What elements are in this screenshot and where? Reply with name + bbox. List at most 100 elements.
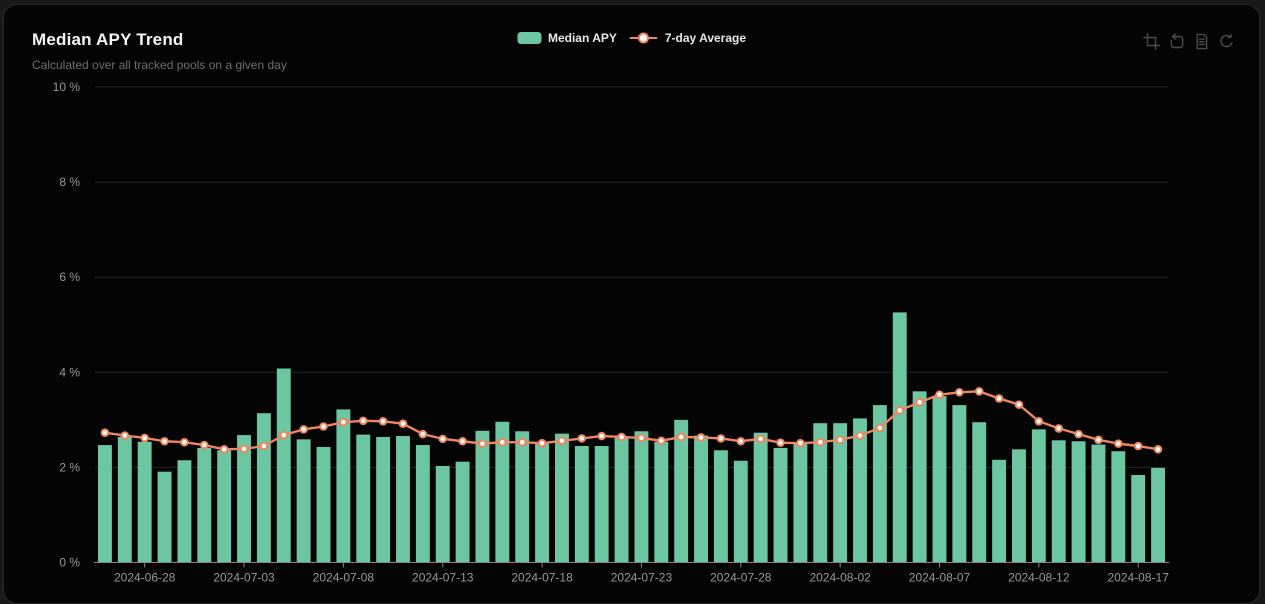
- median-apy-bar-2024-07-19[interactable]: [554, 433, 569, 563]
- average-point-2024-08-10[interactable]: [994, 394, 1004, 403]
- median-apy-bar-2024-08-18[interactable]: [1151, 467, 1166, 563]
- median-apy-bar-2024-07-01[interactable]: [197, 447, 212, 563]
- average-point-2024-07-30[interactable]: [776, 438, 785, 447]
- median-apy-bar-2024-07-22[interactable]: [614, 436, 629, 563]
- median-apy-bar-2024-07-12[interactable]: [415, 445, 430, 563]
- legend-item-7day-average[interactable]: 7-day Average: [629, 31, 746, 45]
- median-apy-bar-2024-07-24[interactable]: [654, 441, 669, 563]
- average-point-2024-07-22[interactable]: [617, 432, 626, 442]
- average-point-2024-07-31[interactable]: [796, 438, 805, 448]
- average-point-2024-07-21[interactable]: [597, 431, 606, 441]
- average-point-2024-07-06[interactable]: [299, 425, 308, 434]
- zoom-select-icon[interactable]: [1143, 33, 1160, 50]
- median-apy-bar-2024-07-17[interactable]: [515, 431, 530, 563]
- average-point-2024-07-24[interactable]: [657, 436, 666, 446]
- median-apy-bar-2024-07-07[interactable]: [316, 446, 331, 563]
- average-point-2024-07-01[interactable]: [199, 440, 209, 450]
- median-apy-bar-2024-07-27[interactable]: [713, 450, 728, 563]
- average-point-2024-07-13[interactable]: [438, 434, 448, 444]
- data-view-icon[interactable]: [1193, 33, 1210, 50]
- median-apy-bar-2024-08-09[interactable]: [972, 422, 987, 563]
- median-apy-bar-2024-07-05[interactable]: [276, 368, 291, 563]
- median-apy-bar-2024-08-01[interactable]: [813, 423, 828, 563]
- median-apy-bar-2024-07-09[interactable]: [356, 434, 371, 563]
- average-point-2024-08-06[interactable]: [915, 397, 924, 407]
- median-apy-bar-2024-07-15[interactable]: [475, 430, 490, 563]
- median-apy-bar-2024-07-20[interactable]: [574, 446, 589, 563]
- zoom-reset-icon[interactable]: [1168, 33, 1185, 50]
- median-apy-bar-2024-07-06[interactable]: [296, 439, 311, 563]
- average-point-2024-07-27[interactable]: [716, 434, 726, 443]
- average-point-2024-07-20[interactable]: [577, 434, 587, 443]
- average-point-2024-08-08[interactable]: [955, 387, 964, 397]
- median-apy-bar-2024-06-26[interactable]: [97, 445, 112, 563]
- restore-icon[interactable]: [1218, 33, 1235, 50]
- average-point-2024-08-18[interactable]: [1153, 445, 1163, 454]
- median-apy-bar-2024-08-13[interactable]: [1051, 440, 1066, 563]
- median-apy-bar-2024-07-21[interactable]: [594, 446, 609, 563]
- average-point-2024-08-07[interactable]: [935, 390, 944, 399]
- average-point-2024-07-05[interactable]: [279, 430, 289, 440]
- median-apy-bar-2024-08-11[interactable]: [1012, 449, 1026, 563]
- average-point-2024-08-04[interactable]: [875, 423, 885, 433]
- median-apy-bar-2024-07-08[interactable]: [336, 409, 351, 563]
- average-point-2024-07-16[interactable]: [498, 437, 507, 447]
- average-point-2024-06-29[interactable]: [160, 436, 169, 446]
- average-point-2024-08-11[interactable]: [1014, 400, 1024, 409]
- average-point-2024-08-02[interactable]: [835, 435, 845, 445]
- median-apy-bar-2024-07-02[interactable]: [217, 450, 232, 563]
- average-point-2024-07-17[interactable]: [517, 437, 527, 447]
- median-apy-bar-2024-08-12[interactable]: [1031, 429, 1046, 563]
- average-point-2024-08-17[interactable]: [1133, 441, 1143, 451]
- median-apy-bar-2024-06-30[interactable]: [177, 460, 192, 563]
- average-point-2024-07-09[interactable]: [358, 416, 368, 426]
- average-point-2024-07-03[interactable]: [239, 444, 249, 454]
- average-point-2024-07-15[interactable]: [478, 439, 487, 448]
- median-apy-bar-2024-07-16[interactable]: [495, 421, 510, 563]
- average-point-2024-07-19[interactable]: [557, 436, 567, 446]
- average-point-2024-07-29[interactable]: [756, 434, 765, 444]
- median-apy-bar-2024-07-13[interactable]: [435, 465, 450, 563]
- average-point-2024-07-12[interactable]: [418, 429, 428, 439]
- median-apy-bar-2024-08-17[interactable]: [1131, 475, 1146, 563]
- average-point-2024-08-14[interactable]: [1074, 429, 1083, 439]
- median-apy-bar-2024-07-31[interactable]: [793, 442, 808, 563]
- average-point-2024-08-09[interactable]: [974, 387, 984, 396]
- average-point-2024-07-25[interactable]: [676, 432, 686, 442]
- average-point-2024-07-02[interactable]: [219, 445, 229, 454]
- median-apy-bar-2024-08-05[interactable]: [892, 312, 907, 563]
- median-apy-bar-2024-06-28[interactable]: [137, 441, 152, 563]
- median-apy-bar-2024-08-08[interactable]: [952, 405, 967, 563]
- median-apy-bar-2024-08-06[interactable]: [912, 391, 927, 563]
- median-apy-bar-2024-08-15[interactable]: [1091, 444, 1106, 563]
- average-point-2024-08-16[interactable]: [1114, 439, 1123, 448]
- average-point-2024-06-27[interactable]: [120, 431, 130, 440]
- average-point-2024-08-13[interactable]: [1054, 424, 1064, 433]
- median-apy-bar-2024-07-23[interactable]: [634, 431, 649, 563]
- median-apy-bar-2024-07-04[interactable]: [256, 413, 271, 563]
- median-apy-bar-2024-07-18[interactable]: [535, 442, 550, 563]
- median-apy-bar-2024-07-30[interactable]: [773, 447, 788, 563]
- average-point-2024-08-05[interactable]: [895, 406, 905, 415]
- average-point-2024-07-07[interactable]: [319, 422, 328, 431]
- average-point-2024-07-14[interactable]: [458, 436, 467, 446]
- average-point-2024-07-04[interactable]: [259, 441, 269, 451]
- median-apy-bar-2024-08-10[interactable]: [992, 459, 1007, 563]
- median-apy-bar-2024-06-29[interactable]: [157, 471, 172, 563]
- median-apy-bar-2024-08-04[interactable]: [872, 405, 887, 563]
- median-apy-bar-2024-06-27[interactable]: [117, 436, 132, 563]
- median-apy-bar-2024-08-02[interactable]: [833, 423, 848, 563]
- median-apy-bar-2024-07-28[interactable]: [733, 460, 748, 563]
- median-apy-bar-2024-08-07[interactable]: [932, 396, 947, 563]
- median-apy-bar-2024-07-26[interactable]: [694, 435, 709, 563]
- average-point-2024-07-28[interactable]: [736, 436, 746, 446]
- average-point-2024-07-18[interactable]: [537, 438, 547, 448]
- legend-item-median-apy[interactable]: Median APY: [516, 31, 617, 45]
- average-point-2024-07-10[interactable]: [378, 416, 388, 426]
- average-point-2024-07-08[interactable]: [339, 417, 348, 427]
- median-apy-bar-2024-07-11[interactable]: [396, 436, 410, 563]
- average-point-2024-07-26[interactable]: [696, 433, 706, 442]
- average-point-2024-08-12[interactable]: [1034, 416, 1044, 426]
- median-apy-bar-2024-07-03[interactable]: [237, 435, 251, 563]
- average-point-2024-08-01[interactable]: [815, 437, 825, 447]
